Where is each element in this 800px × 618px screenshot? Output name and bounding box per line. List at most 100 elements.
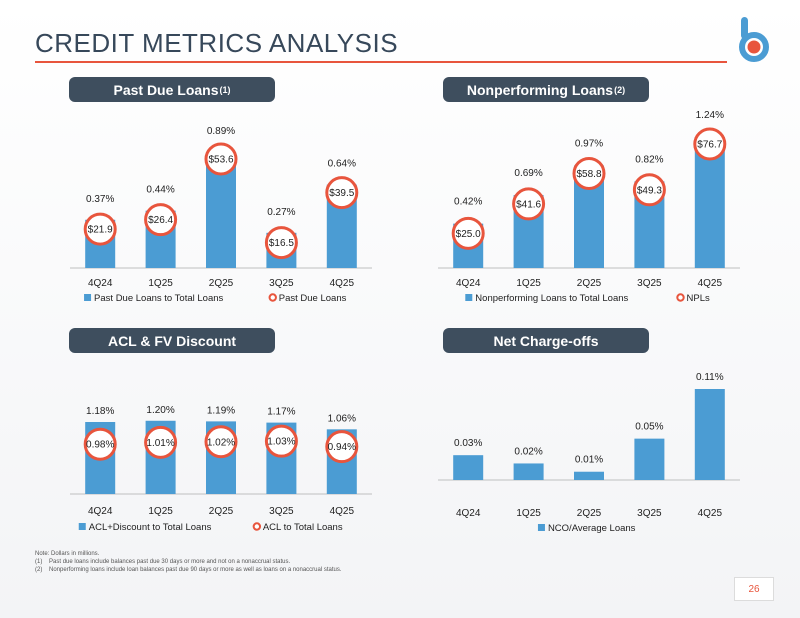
- bar: [574, 471, 604, 480]
- secondary-value-marker: [572, 156, 606, 190]
- bar: [513, 463, 544, 480]
- bar-value-label: 1.17%: [267, 407, 295, 418]
- panel-title: ACL & FV Discount: [107, 332, 237, 349]
- footnote-text: Nonperforming loans include loan balance…: [49, 567, 342, 573]
- bar-value-label: 1.20%: [146, 405, 174, 416]
- secondary-value-label: $41.6: [516, 199, 541, 210]
- bar-value-label: 0.03%: [454, 438, 482, 449]
- footnote-text: Past due loans include balances past due…: [49, 559, 291, 565]
- net-charge-offs-chart: 0.03% 4Q24 0.02% 1Q25 0.01% 2Q25 0.05% 3Q25 0.11…: [438, 372, 740, 534]
- category-label: 4Q24: [88, 278, 113, 289]
- legend-label: ACL to Total Loans: [263, 522, 343, 533]
- category-label: 3Q25: [637, 278, 662, 289]
- panel-header-net-charge-offs: Net Charge-offs: [443, 328, 649, 353]
- legend-label: Past Due Loans to Total Loans: [94, 293, 223, 304]
- category-label: 2Q25: [209, 278, 234, 289]
- secondary-value-marker: [451, 216, 485, 250]
- bar-value-label: 0.89%: [207, 126, 235, 137]
- secondary-value-label: $39.5: [329, 188, 354, 199]
- bar-value-label: 0.11%: [696, 372, 724, 383]
- panel-title: Nonperforming Loans: [466, 81, 614, 98]
- secondary-value-label: $16.5: [269, 238, 294, 249]
- nonperforming-loans-chart: 0.42% 4Q24 $25.0 0.69% 1Q25 $41.6 0.97% 2Q25 $58…: [438, 110, 740, 304]
- bar: [694, 389, 725, 480]
- bar-value-label: 1.06%: [328, 413, 356, 424]
- acl-fv-discount-chart: 1.18% 4Q24 0.98% 1.20% 1Q25 1.01% 1.19% 2Q25 1.0…: [70, 405, 372, 533]
- secondary-value-marker: [144, 425, 178, 459]
- note-intro: Note: Dollars in millions.: [35, 551, 100, 557]
- secondary-value-marker: [264, 424, 298, 458]
- secondary-value-label: 1.02%: [207, 437, 235, 448]
- panel-title: Past Due Loans: [113, 81, 219, 98]
- panel-title: Net Charge-offs: [493, 332, 599, 349]
- category-label: 3Q25: [637, 508, 662, 519]
- category-label: 1Q25: [516, 508, 541, 519]
- secondary-value-marker: [204, 142, 238, 176]
- secondary-value-label: $25.0: [456, 229, 481, 240]
- secondary-value-marker: [325, 430, 359, 464]
- secondary-value-label: 0.98%: [86, 440, 114, 451]
- category-label: 3Q25: [269, 278, 294, 289]
- footnote-2: (2) Nonperforming loans include loan bal…: [35, 567, 342, 573]
- page-title: CREDIT METRICS ANALYSIS: [35, 28, 399, 58]
- bar-value-label: 0.42%: [454, 197, 482, 208]
- category-label: 4Q24: [88, 506, 113, 517]
- category-label: 3Q25: [269, 506, 294, 517]
- secondary-value-marker: [204, 425, 238, 459]
- bar-value-label: 0.02%: [514, 446, 542, 457]
- secondary-value-label: $49.3: [637, 185, 662, 196]
- legend-label: NCO/Average Loans: [548, 523, 636, 534]
- secondary-value-label: $53.6: [208, 155, 233, 166]
- legend-label: Nonperforming Loans to Total Loans: [475, 293, 628, 304]
- legend-marker: [252, 522, 262, 531]
- category-label: 2Q25: [209, 506, 234, 517]
- category-label: 4Q24: [456, 278, 481, 289]
- category-label: 2Q25: [577, 278, 602, 289]
- page-number: 26: [734, 577, 774, 601]
- category-label: 1Q25: [148, 278, 173, 289]
- secondary-value-marker: [83, 427, 117, 461]
- bar-value-label: 0.97%: [575, 139, 603, 150]
- secondary-value-marker: [693, 127, 727, 161]
- category-label: 1Q25: [516, 278, 541, 289]
- legend-swatch: [537, 524, 545, 531]
- bar-value-label: 1.19%: [207, 405, 235, 416]
- bar-value-label: 0.44%: [146, 185, 174, 196]
- secondary-value-label: 0.94%: [328, 442, 356, 453]
- legend-swatch: [84, 294, 92, 301]
- secondary-value-marker: [264, 226, 298, 260]
- secondary-value-label: 1.01%: [146, 438, 174, 449]
- footnote-marker: (2): [35, 567, 43, 573]
- secondary-value-marker: [325, 176, 359, 210]
- bar-value-label: 0.01%: [575, 455, 603, 466]
- legend-swatch: [78, 523, 86, 530]
- bar-value-label: 0.27%: [267, 207, 295, 218]
- legend-marker: [676, 293, 685, 302]
- secondary-value-label: $76.7: [697, 140, 722, 151]
- footnote-marker: (1): [35, 559, 43, 565]
- brand-logo-icon: [739, 17, 769, 62]
- secondary-value-label: 1.03%: [267, 437, 295, 448]
- secondary-value-label: $58.8: [576, 169, 601, 180]
- category-label: 1Q25: [148, 506, 173, 517]
- secondary-value-marker: [83, 212, 117, 246]
- panel-header-nonperforming: Nonperforming Loans (2): [443, 77, 649, 102]
- category-label: 4Q25: [330, 506, 355, 517]
- category-label: 4Q25: [330, 278, 355, 289]
- bar-value-label: 0.82%: [635, 154, 663, 165]
- panel-header-past-due: Past Due Loans (1): [69, 77, 275, 102]
- bar-value-label: 0.69%: [514, 168, 542, 179]
- secondary-value-marker: [632, 173, 666, 207]
- footnote-1: (1) Past due loans include balances past…: [35, 559, 290, 565]
- secondary-value-label: $26.4: [148, 215, 173, 226]
- panel-header-acl: ACL & FV Discount: [69, 328, 275, 353]
- bar-value-label: 0.37%: [86, 194, 114, 205]
- secondary-value-marker: [512, 187, 546, 221]
- category-label: 4Q25: [698, 508, 723, 519]
- category-label: 4Q25: [698, 278, 723, 289]
- bar-value-label: 0.64%: [328, 159, 356, 170]
- legend-swatch: [465, 294, 473, 301]
- category-label: 4Q24: [456, 508, 481, 519]
- title-rule: [35, 61, 727, 63]
